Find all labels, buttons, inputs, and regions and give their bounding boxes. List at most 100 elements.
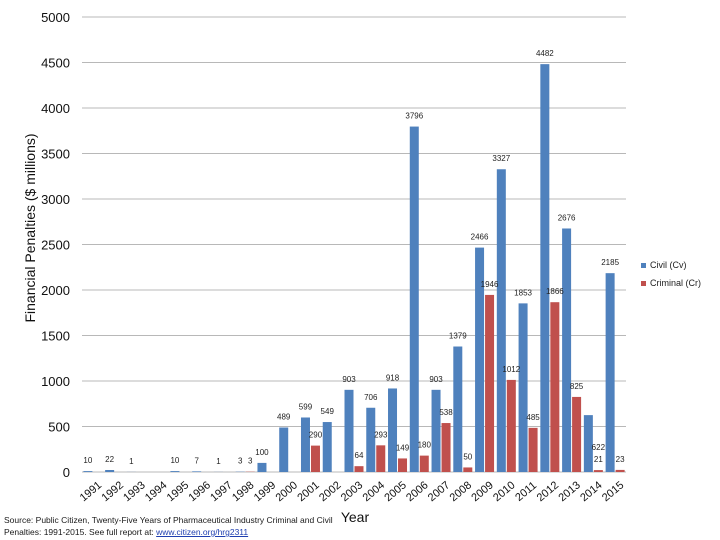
bar-criminal-2007 (441, 423, 451, 472)
data-label-civil-2003: 903 (342, 375, 356, 384)
x-tick-label-1994: 1994 (143, 479, 169, 504)
x-tick-label-2007: 2007 (426, 479, 452, 504)
data-label-criminal-1998: 3 (248, 457, 253, 466)
data-label-criminal-2011: 485 (526, 413, 540, 422)
data-label-civil-2010: 3327 (492, 154, 510, 163)
data-label-civil-1997: 1 (216, 457, 221, 466)
data-label-civil-2012: 4482 (536, 49, 554, 58)
bar-civil-2010 (496, 169, 506, 473)
data-labels: 10 22 1 10 7 1 3 310048959929054990364706293918… (83, 49, 625, 466)
data-label-civil-2000: 489 (277, 413, 291, 422)
legend-swatch-criminal (641, 280, 646, 286)
bars (83, 64, 625, 473)
x-tick-label-1992: 1992 (99, 479, 125, 504)
bar-civil-2008 (453, 346, 463, 472)
data-label-civil-2011: 1853 (514, 288, 532, 297)
data-label-criminal-2009: 1946 (481, 280, 499, 289)
x-tick-label-2014: 2014 (578, 479, 604, 504)
data-label-civil-1993: 1 (129, 457, 134, 466)
y-tick-label: 4000 (41, 101, 70, 116)
data-label-criminal-2006: 180 (418, 441, 432, 450)
bar-civil-2007 (431, 389, 441, 472)
bar-civil-2014 (583, 415, 593, 472)
data-label-criminal-2010: 1012 (502, 365, 520, 374)
x-tick-label-2013: 2013 (556, 479, 582, 504)
bar-civil-2006 (409, 126, 419, 473)
bar-criminal-2015 (615, 469, 625, 472)
x-tick-label-1999: 1999 (252, 479, 278, 504)
y-tick-label: 2000 (41, 283, 70, 298)
data-label-civil-2015: 2185 (601, 258, 619, 267)
data-label-criminal-2007: 538 (439, 408, 453, 417)
x-tick-label-2008: 2008 (448, 479, 474, 504)
x-tick-label-2004: 2004 (361, 479, 387, 504)
bar-civil-1999 (257, 462, 267, 472)
bar-criminal-2004 (376, 445, 386, 472)
x-tick-label-2005: 2005 (382, 479, 408, 504)
y-tick-label: 4500 (41, 56, 70, 71)
bar-civil-1992 (105, 469, 115, 472)
bar-civil-2015 (605, 273, 615, 472)
data-label-civil-2006: 3796 (405, 112, 423, 121)
legend: Civil (Cv) Criminal (Cr) (641, 256, 701, 292)
x-tick-label-2006: 2006 (404, 479, 430, 504)
legend-label-civil: Civil (Cv) (650, 260, 687, 270)
bar-civil-2001 (300, 417, 310, 472)
bar-civil-1996 (192, 471, 202, 472)
bar-criminal-2008 (463, 467, 473, 472)
legend-label-criminal: Criminal (Cr) (650, 278, 701, 288)
x-tick-label-2000: 2000 (274, 479, 300, 504)
bar-criminal-2006 (419, 455, 429, 472)
x-tick-label-2003: 2003 (339, 479, 365, 504)
bar-criminal-2009 (485, 294, 495, 472)
bar-criminal-2005 (398, 458, 408, 472)
y-tick-label: 3500 (41, 147, 70, 162)
bar-civil-1991 (83, 471, 93, 472)
x-tick-label-2011: 2011 (513, 480, 539, 504)
bar-criminal-2012 (550, 302, 560, 472)
x-axis-label: Year (341, 509, 370, 525)
data-label-criminal-2012: 1866 (546, 287, 564, 296)
bar-civil-2013 (562, 228, 572, 472)
data-label-civil-2005: 918 (386, 373, 400, 382)
bar-criminal-2014 (593, 470, 603, 472)
bar-civil-2005 (388, 388, 398, 472)
x-tick-label-2010: 2010 (491, 479, 517, 504)
x-tick-label-1995: 1995 (165, 479, 191, 504)
bar-civil-2003 (344, 389, 354, 472)
source-link[interactable]: www.citizen.org/hrg2311 (156, 527, 249, 537)
data-label-civil-2002: 549 (321, 407, 335, 416)
x-tick-label-2001: 2001 (295, 479, 321, 504)
y-tick-label: 1000 (41, 374, 70, 389)
source-note: Source: Public Citizen, Twenty-Five Year… (4, 514, 344, 538)
bar-civil-2011 (518, 303, 528, 472)
data-label-criminal-2001: 290 (309, 431, 323, 440)
y-tick-label: 0 (63, 465, 70, 480)
data-label-civil-1998: 3 (238, 457, 243, 466)
bar-criminal-2011 (528, 427, 538, 472)
data-label-criminal-2008: 50 (463, 452, 472, 461)
bar-criminal-2003 (354, 466, 364, 472)
x-tick-label-1997: 1997 (208, 479, 234, 504)
legend-swatch-civil (641, 262, 646, 268)
bar-civil-2002 (322, 422, 332, 472)
data-label-civil-1992: 22 (105, 455, 114, 464)
bar-civil-2000 (279, 427, 289, 472)
y-tick-label: 500 (48, 420, 70, 435)
x-tick-label-1996: 1996 (187, 479, 213, 504)
y-tick-label: 2500 (41, 238, 70, 253)
bar-civil-1995 (170, 471, 180, 472)
data-label-civil-2001: 599 (299, 402, 313, 411)
bar-criminal-2013 (572, 396, 582, 472)
source-text: Source: Public Citizen, Twenty-Five Year… (4, 515, 333, 537)
x-axis-ticks: 1991199219931994199519961997199819992000… (78, 479, 627, 504)
data-label-civil-1995: 10 (170, 456, 179, 465)
y-tick-label: 1500 (41, 329, 70, 344)
bar-civil-2004 (366, 407, 376, 472)
y-axis-label: Financial Penalties ($ millions) (22, 133, 38, 322)
y-axis-ticks: 0 500 1000 1500 2000 2500 3000 3500 4000 4500 5000 (41, 10, 70, 480)
data-label-criminal-2004: 293 (374, 430, 388, 439)
bar-criminal-2010 (506, 379, 516, 472)
data-label-criminal-2013: 825 (570, 382, 584, 391)
